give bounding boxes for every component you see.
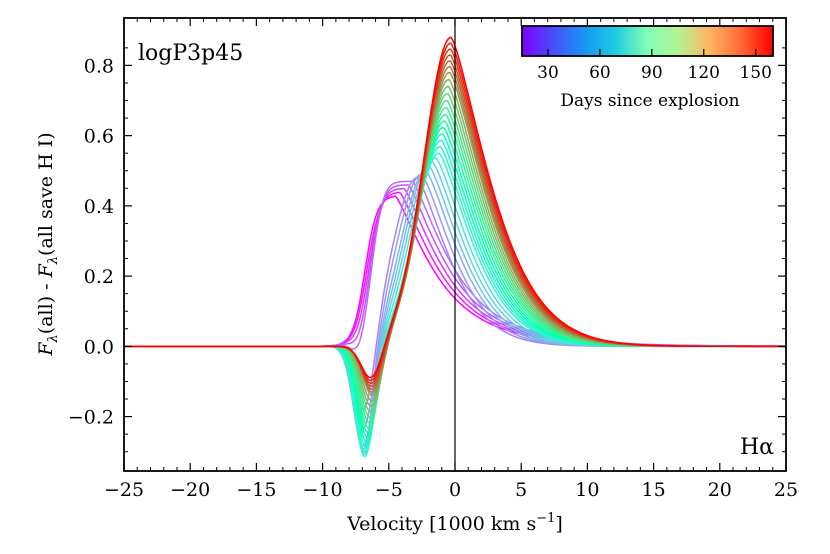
colorbar-tick-label: 150 [739, 63, 771, 83]
y-tick-label: 0.8 [84, 55, 114, 77]
y-axis-label-f1: F [35, 342, 57, 357]
y-axis-label-sub1: λ [46, 334, 61, 343]
colorbar-tick-label: 60 [589, 63, 611, 83]
x-tick-label: 25 [774, 479, 798, 501]
y-axis-label: Fλ(all) - Fλ(all save H I) [35, 132, 61, 356]
x-tick-label: 0 [449, 479, 461, 501]
colorbar: 30 60 90 120 150 Days since explosion [521, 25, 774, 111]
x-tick-label: −5 [375, 479, 403, 501]
y-axis-label-sub2: λ [46, 256, 61, 265]
model-label: logP3p45 [138, 41, 243, 66]
y-axis-label-f2: F [35, 263, 57, 278]
x-tick-label: 5 [515, 479, 527, 501]
colorbar-label: Days since explosion [560, 91, 739, 111]
line-label: Hα [740, 435, 774, 460]
x-axis-label-end: ] [555, 513, 562, 535]
y-tick-label: 0.2 [84, 266, 114, 288]
y-axis-label-mid: (all) - [35, 277, 57, 334]
ticks-layer: −25 −20 −15 −10 −5 0 5 10 15 20 25 −0.2 0.0 0.2 0.4 0.6… [68, 18, 798, 501]
x-tick-label: −15 [236, 479, 276, 501]
x-tick-label: 10 [575, 479, 599, 501]
plot-frame [123, 17, 787, 472]
x-tick-label: −20 [170, 479, 210, 501]
y-tick-label: 0.0 [84, 336, 114, 358]
x-tick-label: 20 [708, 479, 732, 501]
y-tick-label: −0.2 [68, 407, 114, 429]
colorbar-tick-label: 90 [641, 63, 663, 83]
y-tick-label: 0.4 [84, 196, 114, 218]
y-tick-label: 0.6 [84, 126, 114, 148]
x-tick-label: −25 [104, 479, 144, 501]
colorbar-gradient [521, 25, 774, 57]
x-axis-label-main: Velocity [1000 km s [346, 513, 536, 535]
colorbar-ticks: 30 60 90 120 150 [537, 49, 772, 83]
x-axis-label: Velocity [1000 km s−1] [346, 511, 563, 535]
x-tick-label: −10 [303, 479, 343, 501]
y-axis-label-end: (all save H I) [35, 132, 57, 256]
colorbar-tick-label: 30 [537, 63, 559, 83]
colorbar-tick-label: 120 [688, 63, 720, 83]
x-tick-label: 15 [642, 479, 666, 501]
x-axis-label-sup: −1 [536, 511, 555, 526]
